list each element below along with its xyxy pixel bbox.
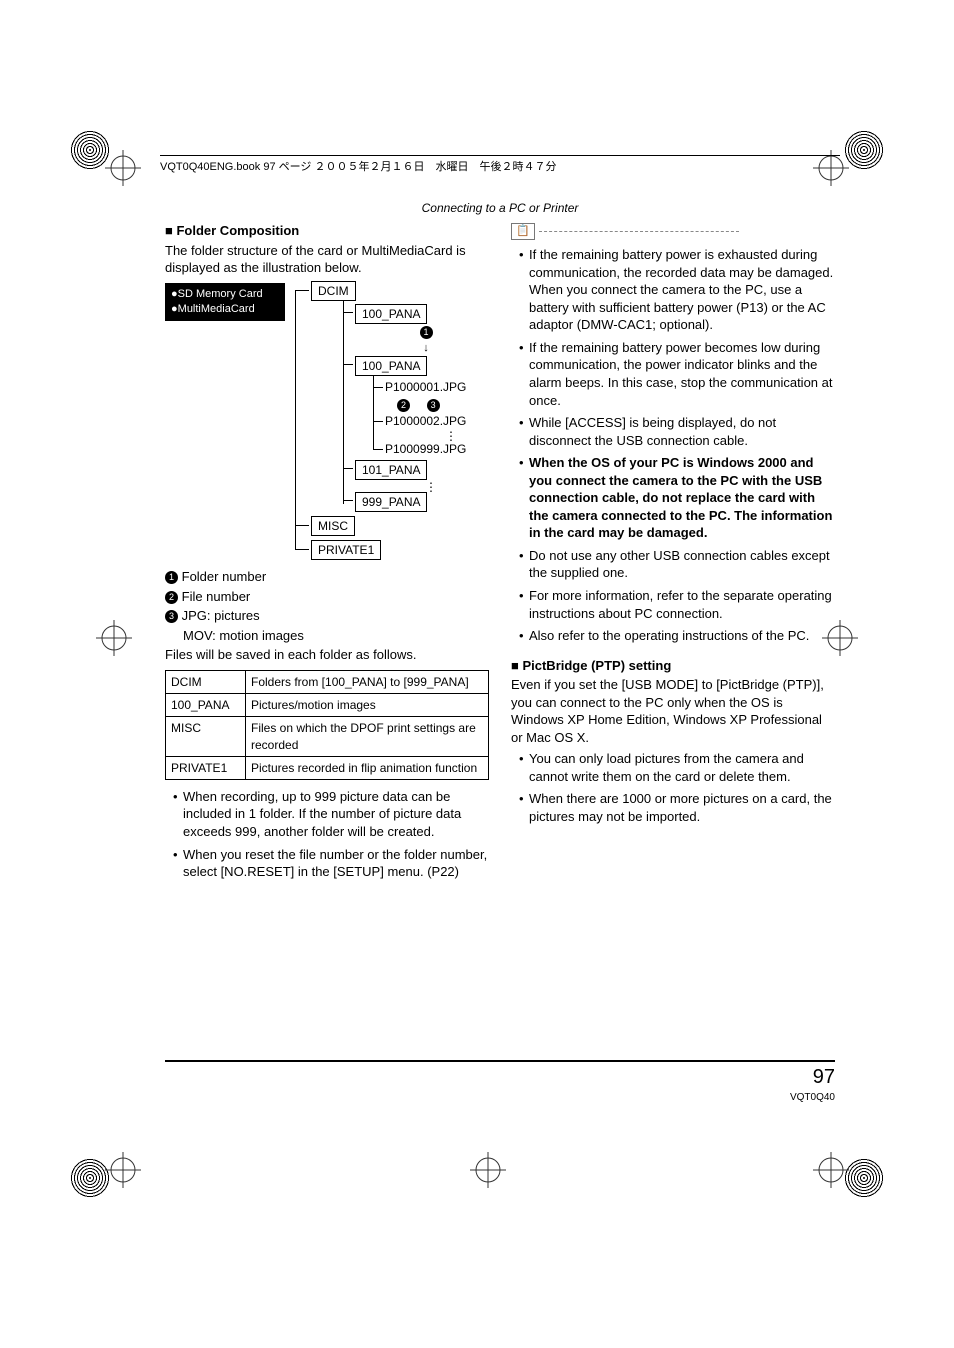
- pictbridge-intro: Even if you set the [USB MODE] to [PictB…: [511, 676, 835, 746]
- pictbridge-heading: PictBridge (PTP) setting: [511, 657, 835, 675]
- page-number: 97: [165, 1064, 835, 1091]
- list-item: When recording, up to 999 picture data c…: [175, 788, 489, 841]
- print-corner-br: [844, 1158, 884, 1198]
- legend-file-number: File number: [182, 589, 251, 604]
- table-row: DCIMFolders from [100_PANA] to [999_PANA…: [166, 671, 489, 694]
- section-title: Connecting to a PC or Printer: [165, 200, 835, 216]
- marker-2: 2: [397, 399, 410, 412]
- header-text: VQT0Q40ENG.book 97 ページ ２００５年２月１６日 水曜日 午後…: [160, 161, 556, 173]
- card-mmc-label: MultiMediaCard: [178, 303, 255, 315]
- folder-100-pana-a: 100_PANA: [355, 304, 427, 324]
- folder-tree: DCIM 100_PANA 1↓ 100_PANA P1000001.JPG: [295, 281, 489, 561]
- pictbridge-notes-list: You can only load pictures from the came…: [511, 750, 835, 825]
- dcim-folder: DCIM: [311, 281, 356, 301]
- right-notes-list-1: If the remaining battery power is exhaus…: [511, 246, 835, 644]
- table-cell: Pictures/motion images: [246, 694, 489, 717]
- tree-dcim: DCIM 100_PANA 1↓ 100_PANA P1000001.JPG: [295, 281, 489, 512]
- registration-mark: [813, 1152, 849, 1188]
- table-cell: DCIM: [166, 671, 246, 694]
- table-cell: PRIVATE1: [166, 756, 246, 779]
- page-footer: 97 VQT0Q40: [165, 1060, 835, 1105]
- note-divider: 📋: [511, 222, 835, 240]
- bold-warning: When the OS of your PC is Windows 2000 a…: [529, 455, 832, 540]
- list-item: While [ACCESS] is being displayed, do no…: [521, 414, 835, 449]
- table-cell: Files on which the DPOF print settings a…: [246, 717, 489, 756]
- legend-mov: MOV: motion images: [183, 628, 304, 643]
- print-corner-tl: [70, 130, 110, 170]
- table-row: PRIVATE1Pictures recorded in flip animat…: [166, 756, 489, 779]
- left-notes-list: When recording, up to 999 picture data c…: [165, 788, 489, 881]
- file-markers: 2 3: [373, 397, 489, 413]
- folder-101-pana: 101_PANA: [355, 460, 427, 480]
- marker-1: 1: [420, 326, 433, 339]
- list-item: Do not use any other USB connection cabl…: [521, 547, 835, 582]
- legend: 1 Folder number 2 File number 3 JPG: pic…: [165, 568, 489, 644]
- table-cell: MISC: [166, 717, 246, 756]
- list-item: For more information, refer to the separ…: [521, 587, 835, 622]
- registration-mark: [105, 1152, 141, 1188]
- registration-mark: [96, 620, 132, 656]
- marker-3: 3: [427, 399, 440, 412]
- list-item: If the remaining battery power becomes l…: [521, 339, 835, 409]
- list-item-bold: When the OS of your PC is Windows 2000 a…: [521, 454, 835, 542]
- folder-999-pana: 999_PANA: [355, 492, 427, 512]
- list-item: You can only load pictures from the came…: [521, 750, 835, 785]
- list-item: When there are 1000 or more pictures on …: [521, 790, 835, 825]
- card-sd-label: SD Memory Card: [178, 288, 263, 300]
- folder-composition-heading: Folder Composition: [165, 222, 489, 240]
- print-corner-bl: [70, 1158, 110, 1198]
- registration-mark: [105, 150, 141, 186]
- list-item: Also refer to the operating instructions…: [521, 627, 835, 645]
- file-entry: P1000002.JPG: [373, 413, 489, 429]
- right-column: 📋 If the remaining battery power is exha…: [511, 222, 835, 885]
- table-cell: Pictures recorded in flip animation func…: [246, 756, 489, 779]
- misc-folder: MISC: [311, 516, 355, 536]
- table-cell: Folders from [100_PANA] to [999_PANA]: [246, 671, 489, 694]
- note-icon: 📋: [511, 223, 535, 240]
- left-column: Folder Composition The folder structure …: [165, 222, 489, 885]
- legend-folder-number: Folder number: [182, 569, 267, 584]
- card-type-box: ●SD Memory Card ●MultiMediaCard: [165, 283, 285, 321]
- table-cell: 100_PANA: [166, 694, 246, 717]
- table-row: 100_PANAPictures/motion images: [166, 694, 489, 717]
- arrow-down-icon: 1↓: [363, 326, 489, 356]
- registration-mark: [470, 1152, 506, 1188]
- private1-folder: PRIVATE1: [311, 540, 381, 560]
- folder-table: DCIMFolders from [100_PANA] to [999_PANA…: [165, 670, 489, 780]
- print-header: VQT0Q40ENG.book 97 ページ ２００５年２月１６日 水曜日 午後…: [160, 155, 840, 175]
- list-item: If the remaining battery power is exhaus…: [521, 246, 835, 334]
- table-row: MISCFiles on which the DPOF print settin…: [166, 717, 489, 756]
- print-corner-tr: [844, 130, 884, 170]
- doc-number: VQT0Q40: [165, 1091, 835, 1105]
- legend-jpg: JPG: pictures: [182, 608, 260, 623]
- list-item: When you reset the file number or the fo…: [175, 846, 489, 881]
- file-entry: P1000001.JPG: [373, 379, 489, 395]
- folder-100-pana-b: 100_PANA: [355, 356, 427, 376]
- files-note: Files will be saved in each folder as fo…: [165, 646, 489, 664]
- file-entry: P1000999.JPG: [373, 441, 489, 457]
- folder-intro-text: The folder structure of the card or Mult…: [165, 242, 489, 277]
